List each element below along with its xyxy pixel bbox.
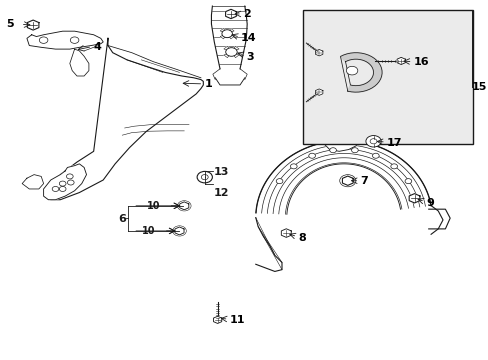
Polygon shape <box>220 28 227 34</box>
Circle shape <box>177 201 191 211</box>
Polygon shape <box>315 89 322 95</box>
Polygon shape <box>220 34 227 39</box>
Polygon shape <box>27 31 103 49</box>
Polygon shape <box>180 202 188 210</box>
Polygon shape <box>70 49 89 76</box>
Text: 12: 12 <box>213 188 229 198</box>
Text: 10: 10 <box>142 226 155 236</box>
Circle shape <box>172 226 186 236</box>
Circle shape <box>369 139 376 144</box>
Text: 4: 4 <box>93 42 101 52</box>
Polygon shape <box>213 316 221 323</box>
Polygon shape <box>396 57 405 64</box>
Text: 2: 2 <box>243 9 250 19</box>
Polygon shape <box>227 34 234 39</box>
Text: 5: 5 <box>6 19 14 30</box>
Polygon shape <box>27 20 39 30</box>
Text: 9: 9 <box>425 198 433 208</box>
Polygon shape <box>224 52 231 58</box>
Bar <box>303 10 472 144</box>
Polygon shape <box>227 28 234 34</box>
Circle shape <box>365 135 380 147</box>
Polygon shape <box>255 218 282 271</box>
Polygon shape <box>281 229 291 237</box>
Circle shape <box>390 164 397 169</box>
Text: 16: 16 <box>413 57 428 67</box>
Polygon shape <box>43 39 203 200</box>
Text: 17: 17 <box>386 138 402 148</box>
Circle shape <box>276 179 283 184</box>
Circle shape <box>372 153 378 158</box>
Circle shape <box>70 37 79 43</box>
Circle shape <box>308 153 315 158</box>
Circle shape <box>290 164 297 169</box>
Text: 6: 6 <box>118 214 126 224</box>
Polygon shape <box>43 164 86 200</box>
Circle shape <box>197 171 212 183</box>
Circle shape <box>404 179 411 184</box>
Circle shape <box>222 30 232 38</box>
Text: 11: 11 <box>229 315 244 325</box>
Polygon shape <box>340 53 381 92</box>
Text: 13: 13 <box>213 167 229 177</box>
Text: 7: 7 <box>360 176 367 186</box>
Text: 14: 14 <box>241 33 256 43</box>
Text: 8: 8 <box>298 233 305 243</box>
Polygon shape <box>231 46 239 52</box>
Polygon shape <box>225 9 236 19</box>
Polygon shape <box>175 227 183 235</box>
Polygon shape <box>315 49 322 56</box>
Text: 15: 15 <box>471 82 486 92</box>
Text: 3: 3 <box>246 52 253 62</box>
Circle shape <box>329 148 336 153</box>
Polygon shape <box>342 176 352 185</box>
Circle shape <box>39 37 48 43</box>
Polygon shape <box>231 52 239 58</box>
Polygon shape <box>215 78 244 85</box>
Polygon shape <box>22 175 43 189</box>
Polygon shape <box>408 194 419 203</box>
Circle shape <box>225 48 237 56</box>
Polygon shape <box>224 46 231 52</box>
Polygon shape <box>322 135 360 151</box>
Text: 10: 10 <box>146 201 160 211</box>
Text: 1: 1 <box>204 79 212 89</box>
Circle shape <box>346 66 357 75</box>
Circle shape <box>351 148 358 153</box>
Circle shape <box>339 175 355 187</box>
Circle shape <box>201 175 208 180</box>
